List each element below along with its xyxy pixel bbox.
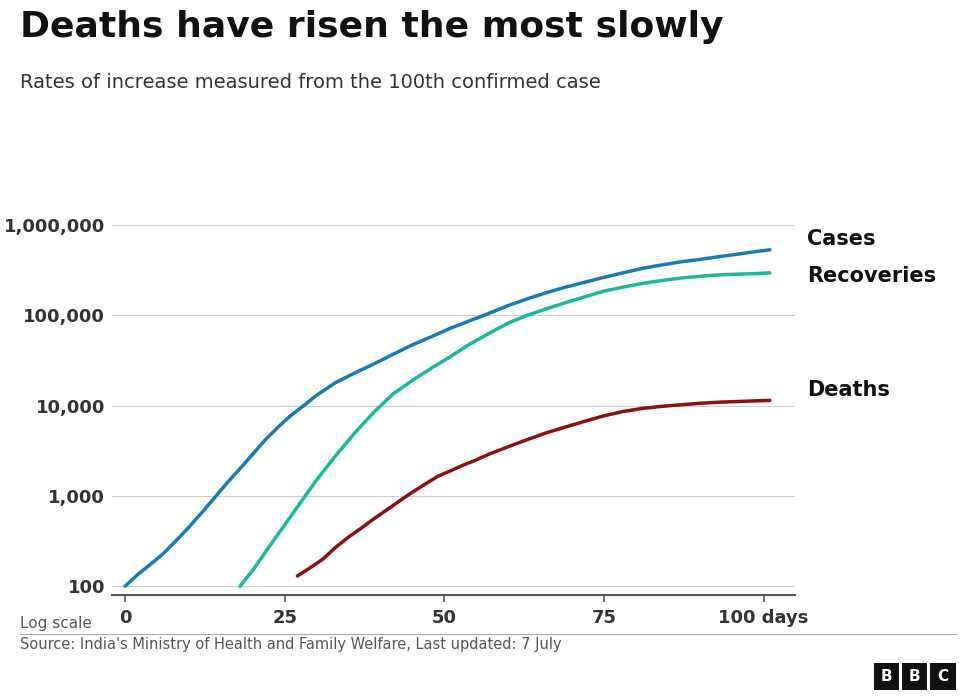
- Text: C: C: [937, 668, 949, 684]
- Text: B: B: [880, 668, 892, 684]
- Text: Log scale: Log scale: [20, 616, 92, 631]
- Text: Cases: Cases: [807, 230, 875, 249]
- Text: Deaths have risen the most slowly: Deaths have risen the most slowly: [20, 10, 723, 45]
- Text: Source: India's Ministry of Health and Family Welfare, Last updated: 7 July: Source: India's Ministry of Health and F…: [20, 637, 561, 652]
- Text: B: B: [909, 668, 920, 684]
- Text: Deaths: Deaths: [807, 380, 890, 400]
- Text: Rates of increase measured from the 100th confirmed case: Rates of increase measured from the 100t…: [20, 74, 600, 92]
- Text: Recoveries: Recoveries: [807, 266, 936, 286]
